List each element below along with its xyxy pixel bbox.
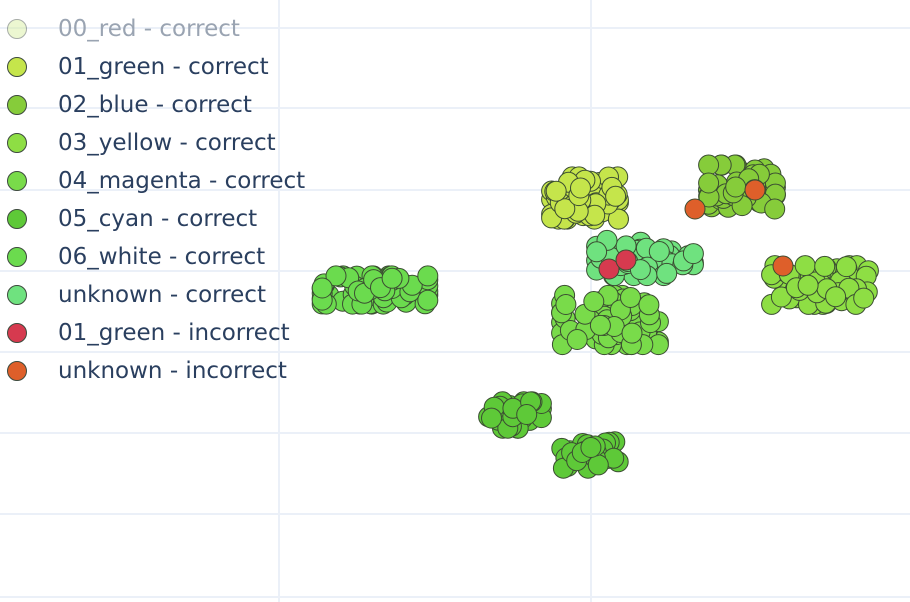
point-06-white-correct [417,265,439,287]
point-02-blue-correct [698,154,720,176]
point-01-green-correct [570,177,591,199]
point-02-blue-correct [698,172,720,194]
point-unknown-correct [586,241,608,263]
point-unknown-incorrect [684,198,706,220]
point-unknown-incorrect [744,179,766,201]
point-04-magenta-correct [620,287,641,308]
point-05-cyan-correct [580,437,602,458]
legend-label: 02_blue - correct [58,92,252,118]
legend-label: 05_cyan - correct [58,206,258,232]
point-02-blue-correct [725,176,747,198]
legend-swatch [7,133,27,153]
point-06-white-correct [311,277,333,299]
point-unknown-incorrect [772,255,794,277]
point-03-yellow-correct [814,255,836,277]
point-04-magenta-correct [583,291,605,312]
point-03-yellow-correct [797,274,819,296]
legend-swatch [7,209,27,229]
point-01-green-incorrect [598,258,620,280]
legend-swatch [7,323,27,343]
legend-item-03-yellow-correct[interactable]: 03_yellow - correct [0,125,276,161]
legend-item-05-cyan-correct[interactable]: 05_cyan - correct [0,201,257,237]
legend-label: 01_green - incorrect [58,320,290,346]
legend-swatch [7,95,27,115]
point-03-yellow-correct [835,256,857,278]
legend-label: 03_yellow - correct [58,130,276,156]
legend-item-01-green-correct[interactable]: 01_green - correct [0,49,269,85]
point-01-green-correct [554,198,576,220]
point-05-cyan-correct [516,404,538,425]
point-04-magenta-correct [566,329,588,350]
legend-swatch [7,171,27,191]
point-01-green-correct [605,185,627,207]
point-06-white-correct [325,265,347,287]
point-03-yellow-correct [825,286,847,308]
legend-item-06-white-correct[interactable]: 06_white - correct [0,239,265,275]
legend-item-02-blue-correct[interactable]: 02_blue - correct [0,87,252,123]
point-04-magenta-correct [589,314,611,336]
legend-swatch [7,57,27,77]
point-04-magenta-correct [638,294,660,316]
point-01-green-correct [607,208,629,230]
point-06-white-correct [417,289,439,311]
legend-label: 01_green - correct [58,54,269,80]
point-04-magenta-correct [621,322,643,344]
legend-label: 04_magenta - correct [58,168,306,194]
legend-item-04-magenta-correct[interactable]: 04_magenta - correct [0,163,305,199]
point-05-cyan-correct [481,407,502,429]
legend-label: 00_red - correct [58,16,240,42]
point-01-green-incorrect [615,249,637,271]
data-points [311,154,879,479]
point-unknown-correct [648,241,670,262]
point-04-magenta-correct [555,294,577,315]
legend-item-unknown-incorrect[interactable]: unknown - incorrect [0,353,287,389]
legend-label: unknown - incorrect [58,358,287,384]
point-unknown-correct [682,243,704,265]
legend-label: unknown - correct [58,282,266,308]
point-02-blue-correct [764,198,786,220]
point-06-white-correct [381,267,403,289]
point-03-yellow-correct [853,287,875,309]
legend-swatch [7,285,27,305]
point-03-yellow-correct [794,255,816,277]
legend-item-unknown-correct[interactable]: unknown - correct [0,277,266,313]
legend-swatch [7,19,27,39]
legend-swatch [7,361,27,381]
point-unknown-correct [656,262,678,284]
legend-item-01-green-incorrect[interactable]: 01_green - incorrect [0,315,290,351]
legend-swatch [7,247,27,267]
point-01-green-correct [545,180,567,202]
legend-label: 06_white - correct [58,244,266,270]
legend-item-00-red-correct[interactable]: 00_red - correct [0,11,240,47]
